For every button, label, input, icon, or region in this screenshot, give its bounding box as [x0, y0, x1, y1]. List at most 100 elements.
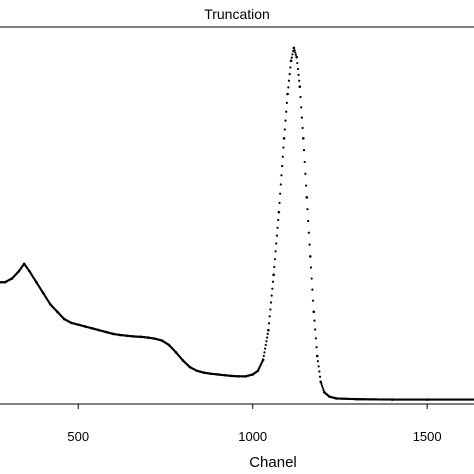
- data-point: [322, 389, 325, 392]
- data-point: [268, 315, 271, 318]
- data-point: [283, 128, 286, 131]
- data-point: [297, 73, 300, 76]
- x-tick-label: 500: [67, 429, 89, 444]
- data-point: [277, 218, 280, 222]
- data-point: [284, 119, 287, 122]
- data-point: [319, 380, 323, 384]
- data-point: [276, 226, 279, 229]
- x-tick-label: 1500: [413, 429, 442, 444]
- data-point: [271, 280, 275, 283]
- data-point: [301, 137, 305, 140]
- data-point: [273, 265, 276, 269]
- data-point: [314, 337, 317, 340]
- data-point: [266, 332, 269, 335]
- data-point: [306, 208, 309, 211]
- data-point: [311, 288, 314, 291]
- data-point: [265, 336, 269, 339]
- data-points: [0, 46, 474, 401]
- data-point: [289, 59, 293, 63]
- data-point: [287, 79, 291, 82]
- data-point: [300, 106, 303, 109]
- data-point: [294, 53, 298, 56]
- data-point: [280, 174, 283, 177]
- data-point: [277, 210, 281, 214]
- data-point: [274, 250, 277, 253]
- data-point: [275, 242, 278, 245]
- data-point: [270, 294, 273, 297]
- x-axis-label: Chanel: [249, 454, 297, 471]
- data-point: [313, 319, 316, 322]
- data-point: [265, 340, 268, 343]
- data-point: [262, 354, 265, 358]
- data-point: [264, 347, 267, 350]
- data-point: [291, 53, 294, 56]
- data-point: [275, 234, 279, 237]
- data-point: [281, 155, 284, 158]
- data-point: [311, 299, 315, 302]
- data-point: [267, 322, 271, 325]
- data-point: [267, 328, 270, 332]
- data-point: [321, 386, 324, 390]
- data-point: [304, 184, 308, 187]
- data-point: [282, 146, 285, 149]
- data-point: [278, 201, 281, 204]
- data-point: [317, 365, 320, 368]
- data-point: [271, 287, 274, 290]
- data-point: [302, 149, 306, 152]
- data-point: [316, 360, 320, 363]
- data-point: [303, 160, 306, 164]
- data-point: [261, 358, 265, 362]
- data-point: [282, 137, 286, 140]
- data-point: [289, 66, 292, 69]
- x-tick-label: 1000: [238, 429, 267, 444]
- data-point: [286, 92, 289, 96]
- data-point: [292, 46, 296, 50]
- data-point: [307, 219, 310, 223]
- data-point: [298, 79, 301, 82]
- data-point: [318, 370, 321, 373]
- data-point: [269, 301, 273, 304]
- data-point: [320, 382, 323, 386]
- data-point: [308, 255, 312, 258]
- data-point: [315, 354, 319, 358]
- data-point: [305, 196, 309, 199]
- data-point: [269, 308, 272, 311]
- data-point: [295, 55, 298, 59]
- data-point: [273, 258, 277, 261]
- data-point: [288, 73, 291, 76]
- data-point: [279, 192, 282, 195]
- data-point: [296, 61, 299, 65]
- data-point: [298, 85, 302, 88]
- data-point: [300, 116, 303, 119]
- data-point: [287, 86, 290, 89]
- data-point: [281, 164, 284, 168]
- data-point: [318, 375, 322, 378]
- data-point: [290, 56, 293, 59]
- data-point: [301, 126, 304, 130]
- data-point: [304, 172, 307, 175]
- data-point: [308, 243, 311, 246]
- data-point: [309, 266, 313, 269]
- data-point: [272, 273, 275, 277]
- axes-frame: [0, 26, 474, 405]
- data-point: [321, 384, 324, 388]
- data-point: [264, 343, 267, 347]
- x-axis-ticks: 500 1000 1500: [67, 404, 442, 444]
- data-point: [279, 183, 282, 186]
- data-point: [285, 101, 288, 104]
- data-point: [285, 110, 288, 113]
- data-point: [299, 95, 302, 99]
- data-point: [307, 231, 310, 234]
- data-point: [314, 328, 317, 331]
- data-point: [312, 310, 316, 314]
- plot-area: 500 1000 1500: [0, 26, 474, 444]
- data-point: [293, 49, 296, 52]
- data-point: [294, 51, 297, 54]
- data-point: [296, 67, 300, 71]
- data-point: [310, 277, 313, 280]
- data-point: [263, 351, 266, 354]
- data-point: [315, 346, 318, 349]
- chart-title: Truncation: [204, 6, 270, 22]
